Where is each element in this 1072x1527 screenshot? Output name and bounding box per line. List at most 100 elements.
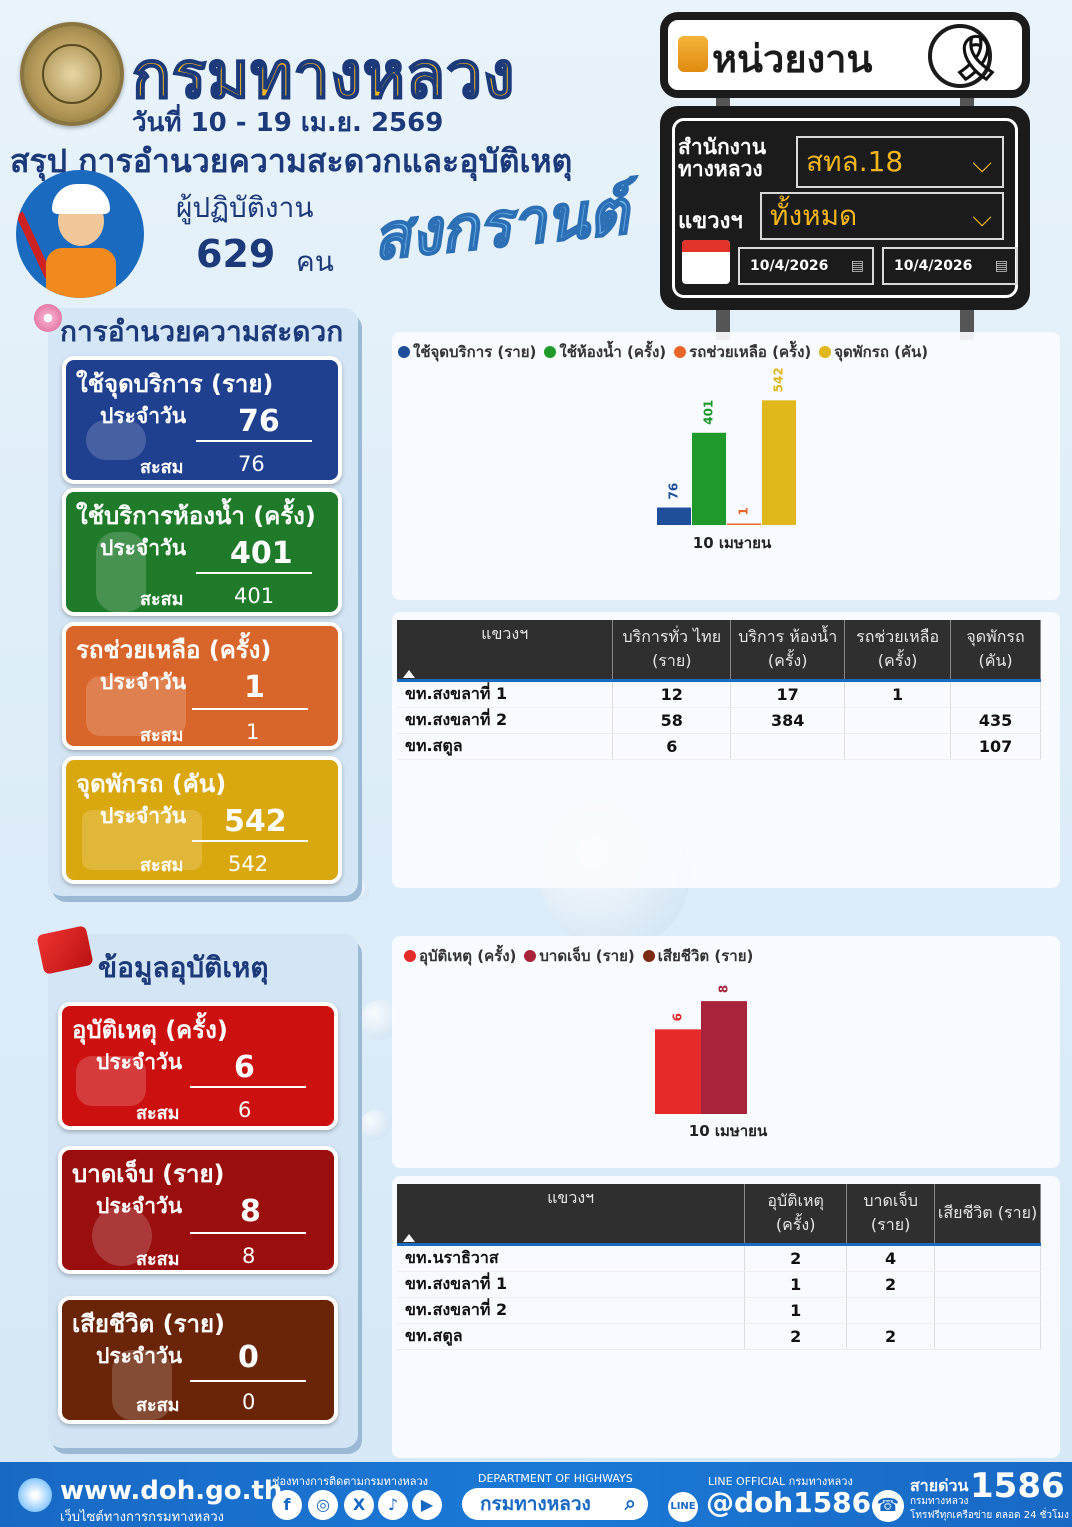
legend-swatch <box>674 346 687 358</box>
legend-item[interactable]: จุดพักรถ (คัน) <box>819 343 928 361</box>
value-cell <box>934 1242 1041 1272</box>
tiktok-icon[interactable]: ♪ <box>378 1490 408 1520</box>
card-title: จุดพักรถ (คัน) <box>76 770 227 798</box>
facebook-icon[interactable]: f <box>272 1490 302 1520</box>
district-cell: ขท.สตูล <box>397 733 614 760</box>
col-header[interactable]: เสียชีวิต (ราย) <box>934 1184 1041 1244</box>
col-header[interactable]: บริการ ห้องน้ำ (ครั้ง) <box>730 620 846 680</box>
hotline-label: สายด่วน <box>910 1476 969 1495</box>
daily-value: 1 <box>244 670 265 705</box>
value-cell <box>844 733 952 760</box>
cum-value: 6 <box>238 1098 252 1122</box>
legend-label: ใช้จุดบริการ (ราย) <box>413 343 537 361</box>
table-row: ขท.สงขลาที่ 2 58 384 435 <box>397 707 1041 734</box>
instagram-icon[interactable]: ◎ <box>308 1490 338 1520</box>
legend-swatch <box>819 346 832 358</box>
hotline-sub: กรมทางหลวง <box>910 1496 969 1507</box>
search-icon: ⌕ <box>624 1491 636 1515</box>
x-tick-label: 10 เมษายน <box>688 1122 768 1140</box>
col-header[interactable]: บาดเจ็บ (ราย) <box>846 1184 936 1244</box>
legend-item[interactable]: เสียชีวิต (ราย) <box>642 947 754 965</box>
district-select[interactable]: ทั้งหมด ⌵ <box>760 192 1004 240</box>
database-icon <box>678 36 708 72</box>
value-cell <box>934 1271 1041 1298</box>
line-label: LINE OFFICIAL กรมทางหลวง <box>708 1475 853 1488</box>
legend-swatch <box>524 950 537 962</box>
facility-bar-chart: 76 401 1 542 <box>657 367 796 526</box>
value-cell: 17 <box>730 678 846 708</box>
mourning-ribbon-icon: 🎗 <box>928 24 1004 88</box>
bar[interactable] <box>657 507 691 525</box>
value-cell: 435 <box>950 707 1041 734</box>
line-id[interactable]: @doh1586 <box>706 1486 872 1519</box>
office-select[interactable]: สทล.18 ⌵ <box>796 136 1004 188</box>
value-cell: 107 <box>950 733 1041 760</box>
cum-label: สะสม <box>136 1103 180 1124</box>
legend-item[interactable]: ใช้จุดบริการ (ราย) <box>398 343 536 361</box>
value-cell: 12 <box>612 678 732 708</box>
cum-label: สะสม <box>136 1249 180 1270</box>
x-twitter-icon[interactable]: X <box>344 1490 374 1520</box>
staff-label: ผู้ปฏิบัติงาน <box>176 191 314 224</box>
youtube-icon[interactable]: ▶ <box>412 1490 442 1520</box>
line-app-icon[interactable]: LINE <box>668 1492 698 1522</box>
sort-asc-icon[interactable] <box>403 670 415 678</box>
legend-item[interactable]: ใช้ห้องน้ำ (ครั้ง) <box>544 343 666 361</box>
daily-label: ประจำวัน <box>100 670 187 694</box>
date-to-input[interactable]: 10/4/2026 ▤ <box>882 247 1018 285</box>
legend-label: รถช่วยเหลือ (คร้ัง) <box>689 343 812 361</box>
doh-logo <box>20 22 124 126</box>
phone-icon[interactable]: ☎ <box>872 1490 904 1522</box>
daily-label: ประจำวัน <box>100 536 187 560</box>
cum-value: 401 <box>234 584 275 608</box>
table-row: ขท.สตูล 6 107 <box>397 733 1041 760</box>
district-cell: ขท.สงขลาที่ 1 <box>397 1271 746 1298</box>
sort-asc-icon[interactable] <box>403 1234 415 1242</box>
legend-item[interactable]: บาดเจ็บ (ราย) <box>524 947 635 965</box>
district-cell: ขท.สงขลาที่ 2 <box>397 1297 746 1324</box>
bar[interactable] <box>727 523 761 526</box>
calendar-picker-icon[interactable]: ▤ <box>850 258 864 274</box>
website-link[interactable]: www.doh.go.th <box>60 1476 283 1506</box>
col-header[interactable]: รถช่วยเหลือ (ครั้ง) <box>844 620 952 680</box>
bar[interactable] <box>701 1001 747 1114</box>
accident-title: ข้อมูลอุบัติเหตุ <box>98 951 269 984</box>
card-title: เสียชีวิต (ราย) <box>72 1310 225 1338</box>
card-title: อุบัติเหตุ (ครั้ง) <box>72 1016 228 1044</box>
bar[interactable] <box>655 1029 701 1114</box>
facility-chart-legend: ใช้จุดบริการ (ราย) ใช้ห้องน้ำ (ครั้ง) รถช่… <box>398 340 936 364</box>
daily-value: 8 <box>240 1194 261 1229</box>
filter-board <box>660 106 1030 310</box>
col-header[interactable]: บริการทั่ว ไทย (ราย) <box>612 620 732 680</box>
date-from-input[interactable]: 10/4/2026 ▤ <box>738 247 874 285</box>
calendar-picker-icon[interactable]: ▤ <box>994 258 1008 274</box>
col-header[interactable]: แขวงฯ <box>397 620 614 680</box>
cum-label: สะสม <box>140 855 184 876</box>
district-cell: ขท.นราธิวาส <box>397 1242 746 1272</box>
legend-label: บาดเจ็บ (ราย) <box>539 947 635 965</box>
cum-label: สะสม <box>140 457 184 478</box>
flower-icon <box>34 304 62 332</box>
col-header[interactable]: จุดพักรถ (คัน) <box>950 620 1041 680</box>
legend-item[interactable]: รถช่วยเหลือ (คร้ัง) <box>674 343 811 361</box>
district-label: แขวงฯ <box>678 209 743 234</box>
daily-value: 0 <box>238 1340 259 1375</box>
col-header[interactable]: อุบัติเหตุ (ครั้ง) <box>744 1184 848 1244</box>
bar[interactable] <box>692 432 726 525</box>
social-label: ช่องทางการติดตามกรมทางหลวง <box>272 1475 429 1488</box>
staff-unit: คน <box>296 245 334 278</box>
legend-label: อุบัติเหตุ (ครั้ง) <box>419 947 517 965</box>
bar[interactable] <box>762 400 796 525</box>
legend-item[interactable]: อุบัติเหตุ (ครั้ง) <box>404 947 516 965</box>
col-header[interactable]: แขวงฯ <box>397 1184 746 1244</box>
value-cell: 2 <box>744 1323 848 1350</box>
search-pill[interactable]: กรมทางหลวง ⌕ <box>462 1488 648 1520</box>
daily-label: ประจำวัน <box>100 404 187 428</box>
accident-bar-chart: 68 <box>655 985 747 1114</box>
legend-label: เสียชีวิต (ราย) <box>657 947 754 965</box>
hotline-number[interactable]: 1586 <box>970 1466 1065 1506</box>
rescue-vehicle-card: รถช่วยเหลือ (ครั้ง) ประจำวัน 1 สะสม 1 <box>62 622 342 750</box>
value-cell <box>730 733 846 760</box>
cum-value: 542 <box>228 852 269 876</box>
value-cell: 2 <box>744 1242 848 1272</box>
